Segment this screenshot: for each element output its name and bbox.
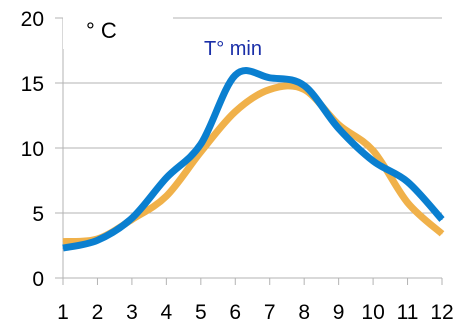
series-label-t-min: T° min (204, 38, 262, 60)
x-tick-label-2: 2 (92, 301, 104, 324)
data-point-s0-12 (441, 219, 443, 220)
data-point-s0-4 (165, 177, 167, 179)
y-tick-label-20: 20 (21, 8, 44, 31)
data-point-s0-2 (96, 239, 98, 241)
data-point-s1-10 (372, 150, 374, 152)
unit-label-background (63, 5, 173, 49)
data-point-s0-1 (62, 247, 64, 249)
x-tick-label-10: 10 (361, 301, 384, 324)
x-tick-label-5: 5 (195, 301, 207, 324)
y-tick-label-0: 0 (32, 268, 44, 291)
x-tick-label-1: 1 (57, 301, 69, 324)
unit-label: ° C (86, 18, 117, 43)
data-point-s0-5 (200, 143, 202, 145)
data-point-s0-9 (338, 128, 340, 129)
data-point-s1-1 (62, 241, 64, 243)
data-point-s1-6 (234, 111, 236, 113)
x-tick-label-6: 6 (229, 301, 241, 324)
y-tick-label-15: 15 (21, 73, 44, 96)
x-tick-label-12: 12 (430, 301, 453, 324)
data-point-s1-7 (269, 89, 271, 90)
x-tick-label-11: 11 (397, 301, 419, 324)
data-point-s0-7 (269, 77, 271, 79)
x-tick-label-8: 8 (298, 301, 310, 324)
x-tick-label-7: 7 (264, 301, 276, 324)
axes (55, 17, 443, 285)
y-tick-label-10: 10 (21, 138, 44, 161)
data-point-s0-11 (407, 181, 409, 183)
x-tick-label-4: 4 (161, 301, 173, 324)
series-line-0 (62, 67, 445, 252)
data-point-s1-12 (441, 233, 443, 235)
data-point-s1-5 (200, 151, 202, 153)
data-point-s1-4 (165, 195, 167, 197)
data-point-s0-8 (303, 85, 305, 87)
data-point-s1-11 (407, 202, 409, 204)
x-tick-label-3: 3 (126, 301, 138, 324)
data-point-s0-6 (234, 74, 236, 76)
data-point-s0-10 (372, 160, 374, 162)
data-point-s0-3 (131, 217, 133, 219)
x-tick-label-9: 9 (333, 301, 345, 324)
y-tick-label-5: 5 (32, 203, 44, 226)
data-series (62, 67, 445, 252)
